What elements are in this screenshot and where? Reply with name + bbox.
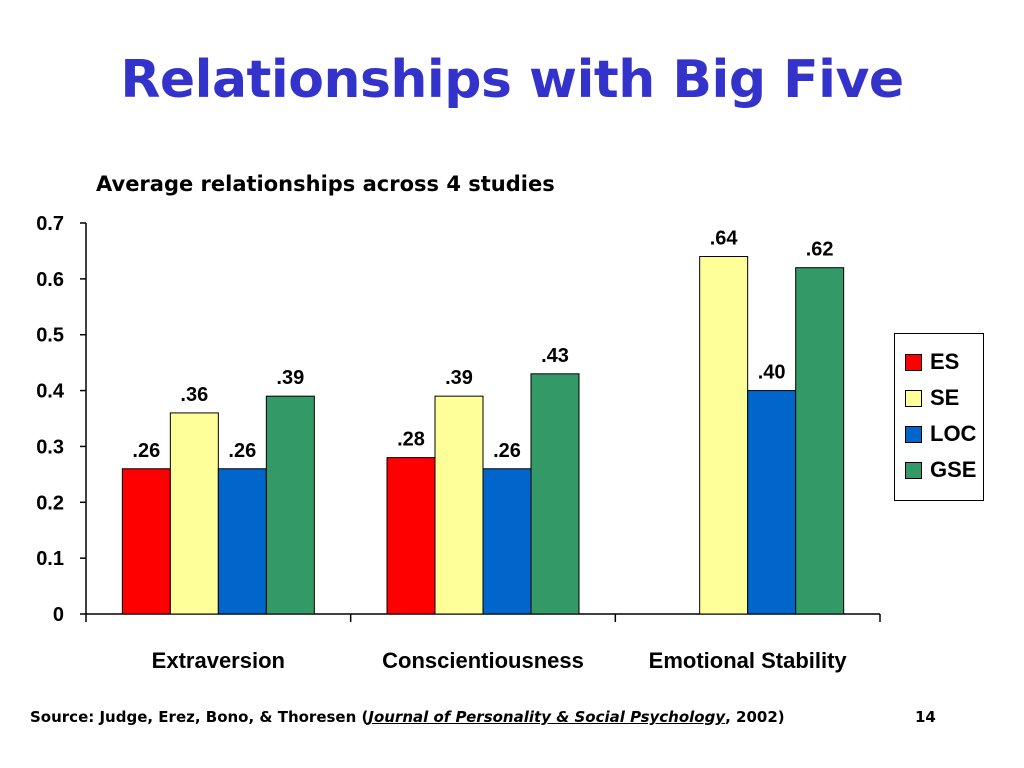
data-label: .43 <box>541 345 569 367</box>
y-tick-label: 0.4 <box>36 381 65 403</box>
legend-item-es: ES <box>895 344 983 380</box>
page-number: 14 <box>915 708 936 726</box>
data-label: .28 <box>397 429 425 451</box>
bar-loc <box>217 468 267 615</box>
y-tick-label: 0.7 <box>36 213 64 235</box>
data-label: .62 <box>806 239 834 261</box>
legend-label-es: ES <box>930 349 960 374</box>
bar-se <box>169 412 219 615</box>
legend-swatch-loc <box>905 425 922 443</box>
data-label: .39 <box>276 367 304 389</box>
y-tick-label: 0.5 <box>36 325 64 347</box>
chart-legend: ES SE LOC GSE <box>894 333 984 501</box>
source-prefix: Source: Judge, Erez, Bono, & Thoresen ( <box>30 708 369 726</box>
bar-es <box>386 457 436 615</box>
bar-gse <box>530 373 580 615</box>
y-tick-label: 0.2 <box>36 492 64 514</box>
legend-swatch-es <box>905 353 922 371</box>
bar-loc <box>747 390 797 615</box>
legend-item-se: SE <box>895 380 983 416</box>
bar-se <box>434 395 484 615</box>
legend-label-se: SE <box>930 385 960 410</box>
data-label: .26 <box>132 440 160 462</box>
legend-item-gse: GSE <box>895 452 983 488</box>
bar-gse <box>265 395 315 615</box>
chart-title: Average relationships across 4 studies <box>96 172 555 196</box>
x-category-label: Extraversion <box>152 648 285 673</box>
data-label: .40 <box>758 362 786 384</box>
data-labels: .26 .36 .26 .39 .28 .39 .26 .43 .64 .40 .62 <box>132 228 833 462</box>
legend-label-gse: GSE <box>930 457 977 482</box>
y-tick-label: 0.3 <box>36 436 64 458</box>
data-label: .39 <box>445 367 473 389</box>
source-citation: Source: Judge, Erez, Bono, & Thoresen (J… <box>30 708 785 726</box>
x-axis: Extraversion Conscientiousness Emotional S… <box>85 613 881 673</box>
data-label: .26 <box>228 440 256 462</box>
y-tick-label: 0.6 <box>36 269 64 291</box>
source-journal-link[interactable]: Journal of Personality & Social Psycholo… <box>368 708 726 726</box>
slide-title: Relationships with Big Five <box>120 50 904 110</box>
y-tick-label: 0.1 <box>36 548 64 570</box>
bar-es <box>121 468 171 615</box>
legend-swatch-se <box>905 389 922 407</box>
legend-swatch-gse <box>905 461 922 479</box>
bars <box>121 256 845 615</box>
y-tick-label: 0 <box>53 604 64 626</box>
legend-item-loc: LOC <box>895 416 983 452</box>
bar-gse <box>795 267 845 615</box>
data-label: .64 <box>710 228 739 250</box>
legend-label-loc: LOC <box>930 421 977 446</box>
y-axis: 0 0.1 0.2 0.3 0.4 0.5 0.6 0.7 <box>36 213 87 626</box>
data-label: .26 <box>493 440 521 462</box>
bar-se <box>699 256 749 615</box>
x-category-label: Emotional Stability <box>649 648 848 673</box>
x-category-label: Conscientiousness <box>382 648 584 673</box>
bar-loc <box>482 468 532 615</box>
source-suffix: , 2002) <box>725 708 785 726</box>
data-label: .36 <box>180 384 208 406</box>
